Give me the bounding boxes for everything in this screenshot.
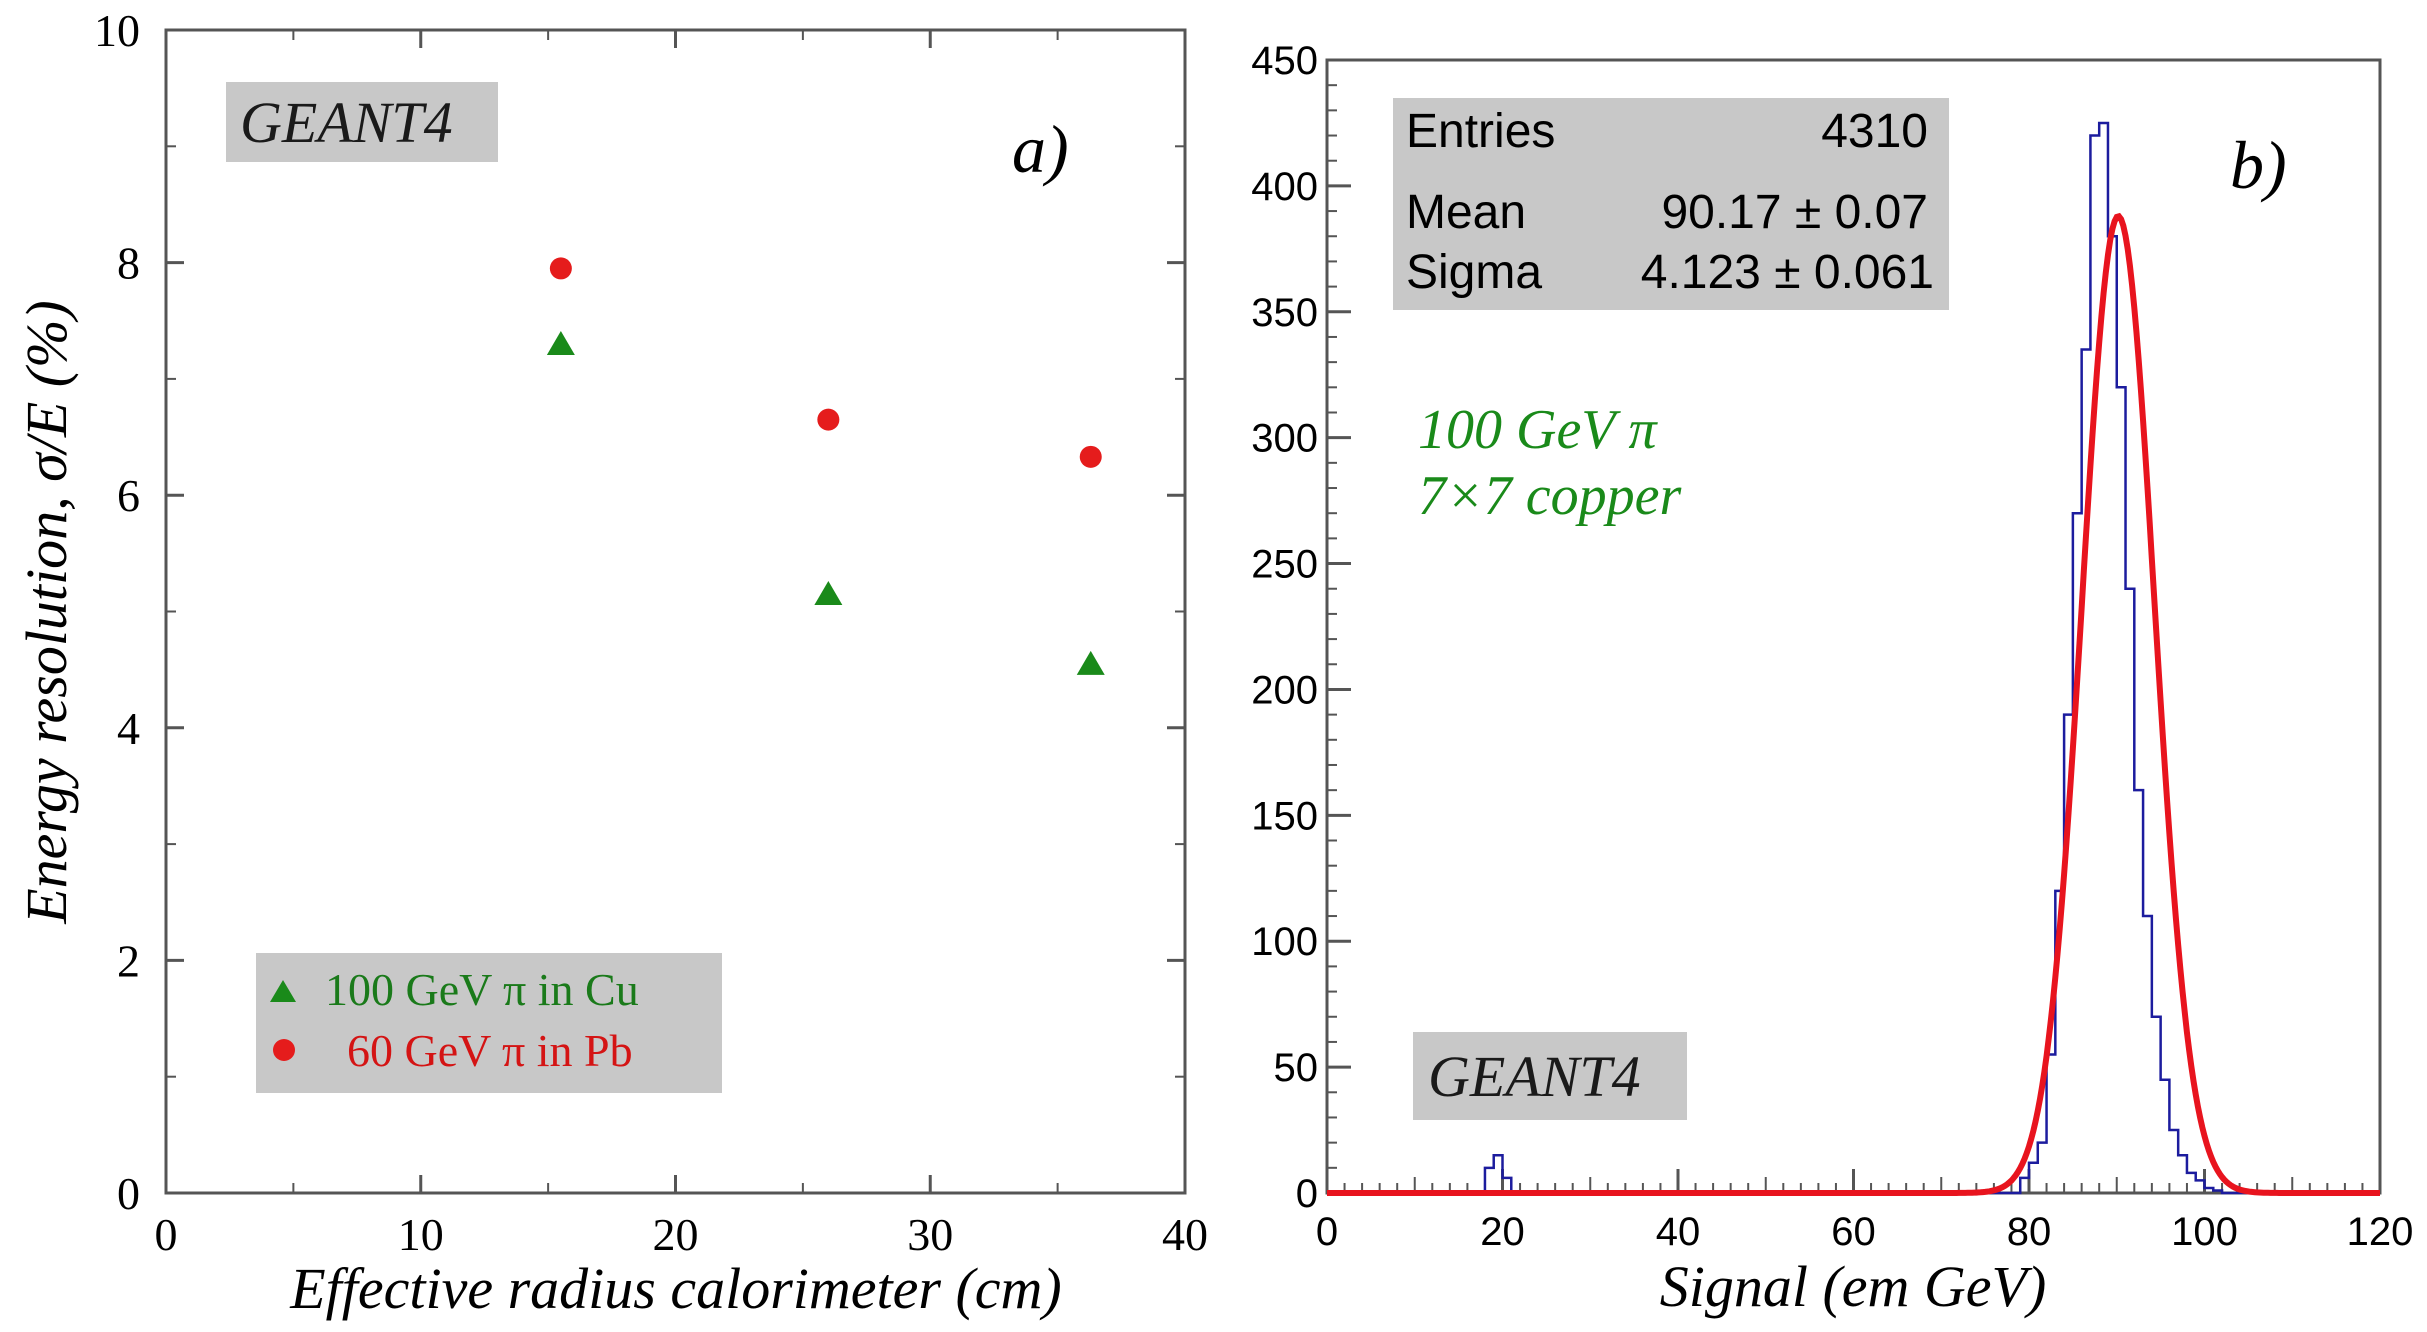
y-tick-label-b: 50: [1274, 1046, 1319, 1090]
stats-sigma-value: 4.123 ± 0.061: [1641, 246, 1934, 299]
y-tick-label-a: 2: [117, 935, 140, 986]
geant4-box-a: [226, 82, 498, 162]
y-tick-label-a: 8: [117, 238, 140, 289]
y-tick-label-b: 150: [1251, 794, 1318, 838]
stats-entries-value: 4310: [1821, 105, 1928, 158]
y-tick-label-b: 450: [1251, 39, 1318, 83]
annotation-material: 7×7 copper: [1418, 465, 1682, 527]
point-pb: [817, 408, 840, 431]
x-tick-label-a: 10: [398, 1209, 444, 1260]
y-tick-label-b: 300: [1251, 417, 1318, 461]
panel-b: 0 20 40 60 80 100 120 0 50 100 150 200 250 300 350 400 4…: [1251, 39, 2413, 1319]
x-tick-label-b: 20: [1480, 1210, 1525, 1254]
point-cu: [1076, 650, 1105, 675]
axis-ticks-a: [164, 28, 1187, 1195]
stats-mean-value: 90.17 ± 0.07: [1661, 186, 1928, 239]
gaussian-fit-curve: [1327, 212, 2380, 1196]
y-tick-label-b: 350: [1251, 291, 1318, 335]
y-tick-label-b: 100: [1251, 920, 1318, 964]
point-pb: [1079, 445, 1102, 468]
geant4-box-b: [1413, 1032, 1687, 1120]
panel-a: 0 10 20 30 40 0 2 4 6 8 10 GEANT4 a) 100 GeV π in …: [14, 5, 1208, 1321]
x-tick-label-b: 100: [2171, 1210, 2238, 1254]
y-tick-label-b: 200: [1251, 668, 1318, 712]
y-tick-label-b: 250: [1251, 543, 1318, 587]
x-tick-label-b: 80: [2007, 1210, 2052, 1254]
panel-label-b: b): [2230, 127, 2287, 203]
panel-label-a: a): [1012, 111, 1069, 187]
data-points-a: [546, 257, 1105, 675]
legend-label-pb: 60 GeV π in Pb: [347, 1025, 633, 1076]
y-tick-label-a: 0: [117, 1168, 140, 1219]
y-tick-label-b: 0: [1296, 1172, 1318, 1216]
y-tick-label-b: 400: [1251, 165, 1318, 209]
stats-entries-label: Entries: [1406, 105, 1555, 158]
stats-box: [1393, 98, 1949, 310]
tick-labels-a: 0 10 20 30 40 0 2 4 6 8 10: [94, 5, 1208, 1260]
legend-marker-pb: [273, 1039, 295, 1061]
x-tick-label-a: 40: [1162, 1209, 1208, 1260]
x-axis-label-a: Effective radius calorimeter (cm): [289, 1256, 1061, 1321]
annotation-energy: 100 GeV π: [1418, 399, 1658, 461]
x-tick-label-b: 40: [1656, 1210, 1701, 1254]
point-cu: [546, 331, 575, 356]
stats-mean-label: Mean: [1406, 186, 1526, 239]
x-tick-label-a: 20: [653, 1209, 699, 1260]
y-tick-label-a: 4: [117, 703, 140, 754]
x-tick-label-a: 0: [155, 1209, 178, 1260]
x-axis-label-b: Signal (em GeV): [1660, 1254, 2047, 1319]
legend-a: [256, 953, 722, 1093]
y-tick-label-a: 10: [94, 5, 140, 56]
stats-sigma-label: Sigma: [1406, 246, 1542, 299]
point-cu: [814, 581, 843, 606]
legend-label-cu: 100 GeV π in Cu: [325, 964, 639, 1015]
y-tick-label-a: 6: [117, 470, 140, 521]
x-tick-label-b: 60: [1831, 1210, 1876, 1254]
y-axis-label-a: Energy resolution, σ/E (%): [14, 300, 79, 925]
x-tick-label-b: 120: [2347, 1210, 2414, 1254]
point-pb: [549, 257, 572, 280]
geant4-label-a: GEANT4: [240, 90, 453, 155]
x-tick-label-a: 30: [907, 1209, 953, 1260]
x-tick-label-b: 0: [1316, 1210, 1338, 1254]
geant4-label-b: GEANT4: [1428, 1044, 1641, 1109]
legend-marker-cu: [270, 980, 296, 1002]
tick-labels-b: 0 20 40 60 80 100 120 0 50 100 150 200 250 300 350 400 4…: [1251, 39, 2413, 1254]
